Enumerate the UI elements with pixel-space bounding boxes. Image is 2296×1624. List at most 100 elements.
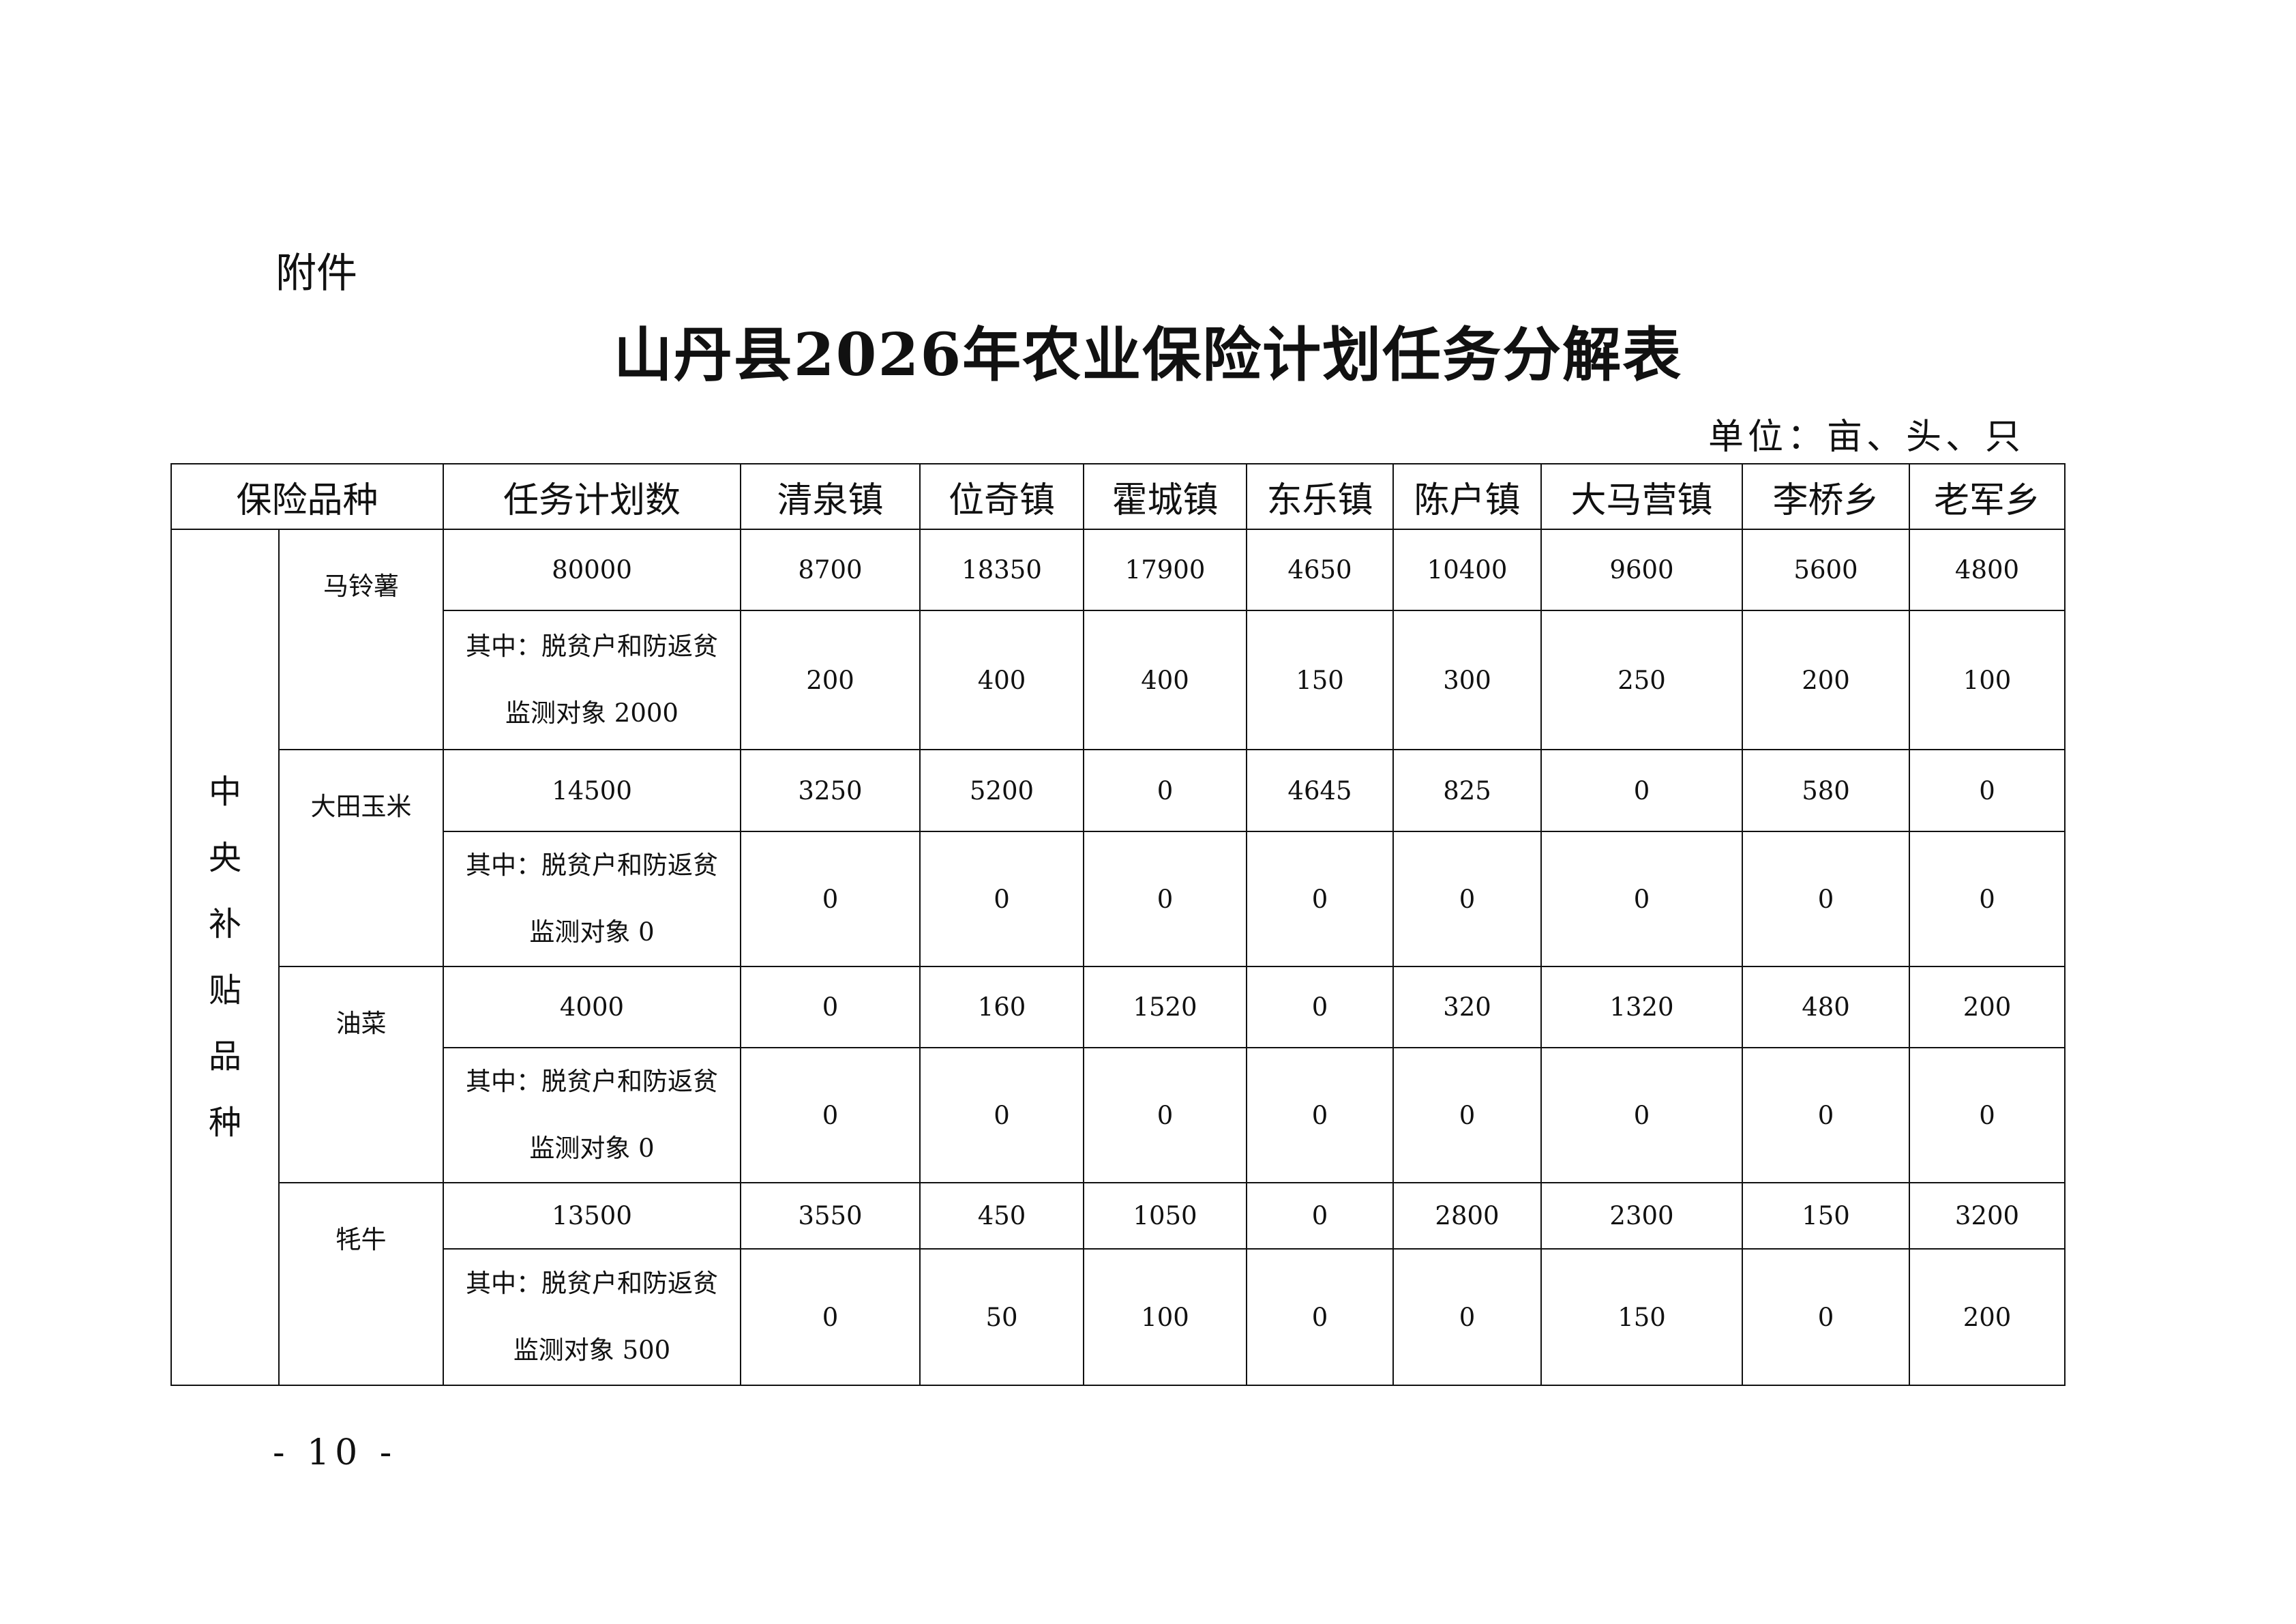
column-header: 大马营镇: [1540, 463, 1744, 530]
town-sub-value: 0: [740, 1047, 921, 1183]
town-value: 150: [1742, 1182, 1911, 1250]
town-sub-value: 0: [1909, 1047, 2066, 1183]
crop-name: 牦牛: [278, 1182, 445, 1386]
crop-name: 大田玉米: [278, 749, 445, 967]
town-value: 0: [740, 966, 921, 1048]
town-value: 1320: [1540, 966, 1744, 1048]
category-char: 种: [208, 1103, 241, 1142]
column-header: 陈户镇: [1392, 463, 1542, 530]
town-value: 825: [1392, 749, 1542, 832]
column-header: 老军乡: [1909, 463, 2066, 530]
town-sub-value: 0: [740, 831, 921, 967]
town-sub-value: 0: [1246, 1047, 1395, 1183]
sub-label: 其中：脱贫户和防返贫: [466, 851, 719, 880]
table-row-sub: 其中：脱贫户和防返贫 监测对象 2000 200 400 400 150 300 250 200…: [171, 610, 2066, 750]
sub-label: 监测对象 0: [529, 1134, 655, 1163]
town-value: 0: [1246, 1182, 1395, 1250]
header-row: 保险品种 任务计划数 清泉镇 位奇镇 霍城镇 东乐镇 陈户镇 大马营镇 李桥乡 老军乡: [170, 463, 2066, 530]
crop-name-text: 油菜: [336, 1009, 387, 1038]
sub-label: 监测对象 500: [513, 1335, 671, 1365]
column-header: 霍城镇: [1083, 463, 1248, 530]
crop-name: 马铃薯: [278, 529, 445, 750]
table-row: 牦牛 13500 3550 450 1050 0 2800 2300 150 3200: [171, 1182, 2066, 1386]
crop-name-text: 牦牛: [336, 1225, 387, 1254]
sub-total: 其中：脱贫户和防返贫 监测对象 500: [443, 1248, 742, 1386]
town-sub-value: 0: [1083, 1047, 1248, 1183]
town-sub-value: 200: [1909, 1248, 2066, 1386]
town-sub-value: 200: [1742, 610, 1911, 750]
town-value: 9600: [1540, 529, 1744, 611]
column-header: 保险品种: [170, 463, 445, 530]
town-value: 1520: [1083, 966, 1248, 1048]
town-sub-value: 0: [740, 1248, 921, 1386]
column-header: 任务计划数: [443, 463, 742, 530]
town-sub-value: 0: [919, 1047, 1085, 1183]
town-value: 4650: [1246, 529, 1395, 611]
category-cell: 中央补贴品种: [170, 529, 280, 1386]
town-value: 4800: [1909, 529, 2066, 611]
town-value: 450: [919, 1182, 1085, 1250]
town-sub-value: 150: [1246, 610, 1395, 750]
table-row-sub: 其中：脱贫户和防返贫 监测对象 500 0 50 100 0 0 150 0 200: [171, 1248, 2066, 1386]
task-total: 80000: [443, 529, 742, 611]
town-value: 10400: [1392, 529, 1542, 611]
town-sub-value: 0: [1742, 1047, 1911, 1183]
sub-label: 监测对象 0: [529, 917, 655, 947]
town-value: 0: [1540, 749, 1744, 832]
category-char: 补: [208, 904, 241, 943]
town-value: 2800: [1392, 1182, 1542, 1250]
unit-label: 单位：亩、头、只: [1708, 417, 2025, 458]
town-sub-value: 0: [1083, 831, 1248, 967]
category-char: 中: [208, 772, 241, 811]
town-value: 0: [1909, 749, 2066, 832]
category-char: 品: [208, 1037, 241, 1076]
town-value: 3550: [740, 1182, 921, 1250]
town-value: 480: [1742, 966, 1911, 1048]
town-sub-value: 0: [1392, 1047, 1542, 1183]
town-value: 200: [1909, 966, 2066, 1048]
town-value: 580: [1742, 749, 1911, 832]
category-char: 央: [208, 838, 241, 877]
insurance-task-table: 保险品种 任务计划数 清泉镇 位奇镇 霍城镇 东乐镇 陈户镇 大马营镇 李桥乡 老军乡 中央补贴品…: [170, 463, 2066, 1386]
town-value: 4645: [1246, 749, 1395, 832]
town-sub-value: 0: [1392, 1248, 1542, 1386]
page-number: - 10 -: [273, 1432, 398, 1473]
crop-name-text: 马铃薯: [323, 572, 399, 601]
town-sub-value: 150: [1540, 1248, 1744, 1386]
table-row: 中央补贴品种 马铃薯 80000 8700 18350 17900 4650 10400 960…: [170, 529, 2066, 1386]
town-value: 17900: [1083, 529, 1248, 611]
town-value: 18350: [919, 529, 1085, 611]
town-value: 8700: [740, 529, 921, 611]
town-sub-value: 0: [1540, 1047, 1744, 1183]
sub-label: 其中：脱贫户和防返贫: [466, 1067, 719, 1096]
task-total: 4000: [443, 966, 742, 1048]
column-header: 李桥乡: [1742, 463, 1911, 530]
town-sub-value: 0: [1392, 831, 1542, 967]
town-sub-value: 0: [919, 831, 1085, 967]
town-value: 5600: [1742, 529, 1911, 611]
town-sub-value: 0: [1540, 831, 1744, 967]
town-value: 5200: [919, 749, 1085, 832]
town-value: 0: [1083, 749, 1248, 832]
town-sub-value: 0: [1246, 831, 1395, 967]
table-row: 大田玉米 14500 3250 5200 0 4645 825 0 580 0: [171, 749, 2066, 967]
town-value: 2300: [1540, 1182, 1744, 1250]
category-char: 贴: [208, 971, 241, 1009]
town-sub-value: 200: [740, 610, 921, 750]
column-header: 东乐镇: [1246, 463, 1395, 530]
town-sub-value: 400: [1083, 610, 1248, 750]
sub-label: 其中：脱贫户和防返贫: [466, 632, 719, 661]
task-total: 13500: [443, 1182, 742, 1250]
table-row: 油菜 4000 0 160 1520 0 320 1320 480 200: [171, 966, 2066, 1183]
town-sub-value: 250: [1540, 610, 1744, 750]
page-title: 山丹县2026年农业保险计划任务分解表: [613, 321, 1683, 389]
crop-name: 油菜: [278, 966, 445, 1183]
town-sub-value: 0: [1742, 831, 1911, 967]
column-header: 位奇镇: [919, 463, 1085, 530]
attachment-label: 附件: [275, 250, 357, 297]
town-value: 320: [1392, 966, 1542, 1048]
sub-label: 监测对象 2000: [505, 698, 679, 728]
sub-total: 其中：脱贫户和防返贫 监测对象 0: [443, 1047, 742, 1183]
